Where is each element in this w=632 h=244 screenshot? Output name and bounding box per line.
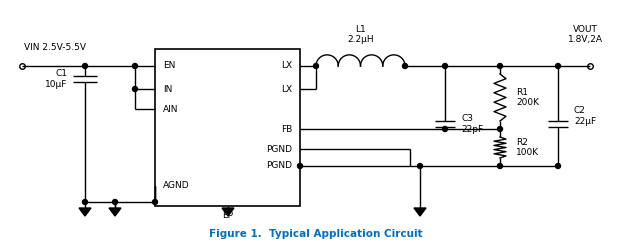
Circle shape	[133, 87, 138, 92]
Text: L1
2.2μH: L1 2.2μH	[347, 25, 374, 44]
Text: FB: FB	[281, 124, 292, 133]
Circle shape	[497, 63, 502, 69]
Circle shape	[133, 63, 138, 69]
Text: EN: EN	[163, 61, 175, 71]
Circle shape	[418, 163, 423, 169]
Circle shape	[556, 163, 561, 169]
Text: EP: EP	[222, 212, 233, 221]
Text: IN: IN	[163, 84, 173, 93]
Circle shape	[442, 126, 447, 132]
Circle shape	[556, 63, 561, 69]
Text: VIN 2.5V-5.5V: VIN 2.5V-5.5V	[24, 43, 86, 52]
Text: PGND: PGND	[266, 144, 292, 153]
Text: R2
100K: R2 100K	[516, 138, 539, 157]
Circle shape	[442, 63, 447, 69]
Polygon shape	[79, 208, 91, 216]
Circle shape	[112, 200, 118, 204]
Text: C3
22pF: C3 22pF	[461, 114, 483, 134]
Polygon shape	[109, 208, 121, 216]
Text: Figure 1.  Typical Application Circuit: Figure 1. Typical Application Circuit	[209, 229, 423, 239]
Text: PGND: PGND	[266, 162, 292, 171]
Circle shape	[83, 63, 87, 69]
Text: VOUT
1.8V,2A: VOUT 1.8V,2A	[568, 25, 602, 44]
Text: R1
200K: R1 200K	[516, 88, 539, 107]
Circle shape	[497, 126, 502, 132]
Text: C2
22μF: C2 22μF	[574, 106, 596, 126]
Text: LX: LX	[281, 61, 292, 71]
Text: AGND: AGND	[163, 182, 190, 191]
Circle shape	[152, 200, 157, 204]
Circle shape	[497, 163, 502, 169]
Text: LX: LX	[281, 84, 292, 93]
Circle shape	[403, 63, 408, 69]
Polygon shape	[414, 208, 426, 216]
Circle shape	[298, 163, 303, 169]
Text: AIN: AIN	[163, 104, 178, 113]
Circle shape	[83, 200, 87, 204]
Polygon shape	[222, 208, 234, 216]
Text: C1
10μF: C1 10μF	[45, 69, 67, 89]
Bar	[155, 49, 300, 206]
Circle shape	[313, 63, 319, 69]
